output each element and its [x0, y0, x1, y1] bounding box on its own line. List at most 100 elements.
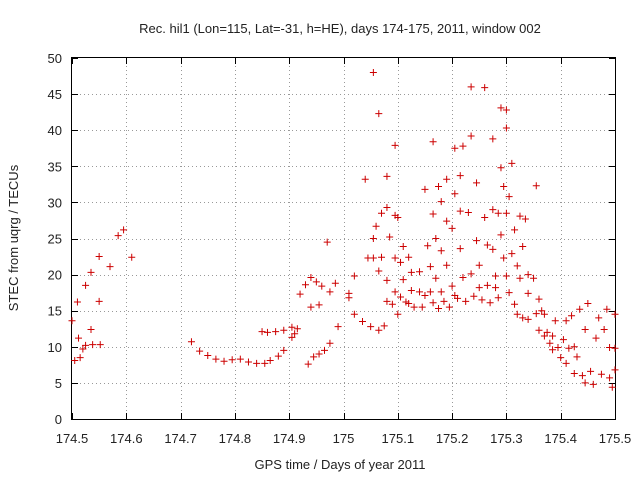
- data-point-plus: [87, 325, 95, 333]
- data-point-plus: [611, 366, 619, 374]
- data-point-plus: [307, 303, 315, 311]
- data-point-plus: [296, 290, 304, 298]
- data-point-plus: [483, 281, 491, 289]
- data-point-plus: [326, 339, 334, 347]
- data-point-plus: [606, 344, 614, 352]
- grid: [72, 58, 615, 419]
- data-point-plus: [386, 233, 394, 241]
- data-point-plus: [603, 305, 611, 313]
- data-point-plus: [361, 175, 369, 183]
- data-point-plus: [421, 185, 429, 193]
- plot-frame: [71, 57, 616, 420]
- data-point-plus: [440, 297, 448, 305]
- data-point-plus: [562, 317, 570, 325]
- data-point-plus: [467, 83, 475, 91]
- data-point-plus: [350, 272, 358, 280]
- data-point-plus: [451, 144, 459, 152]
- data-point-plus: [416, 288, 424, 296]
- data-point-plus: [383, 203, 391, 211]
- data-point-plus: [456, 172, 464, 180]
- y-tick-label: 35: [48, 159, 62, 174]
- data-point-plus: [405, 299, 413, 307]
- y-tick-label: 15: [48, 304, 62, 319]
- data-point-plus: [437, 288, 445, 296]
- data-point-plus: [513, 310, 521, 318]
- data-point-plus: [187, 338, 195, 346]
- data-point-plus: [391, 141, 399, 149]
- axis-ticks: 174.5 174.6 174.7 174.8 174.9 175 175.1 175.2 17…: [48, 51, 632, 446]
- data-point-plus: [540, 310, 548, 318]
- data-point-plus: [546, 339, 554, 347]
- data-point-plus: [508, 250, 516, 258]
- data-point-plus: [280, 346, 288, 354]
- data-point-plus: [95, 253, 103, 261]
- data-point-plus: [595, 314, 603, 322]
- data-point-plus: [89, 341, 97, 349]
- data-point-plus: [375, 267, 383, 275]
- data-point-plus: [497, 164, 505, 172]
- data-point-plus: [320, 346, 328, 354]
- data-point-plus: [475, 284, 483, 292]
- data-point-plus: [394, 214, 402, 222]
- data-point-plus: [76, 354, 84, 362]
- x-tick-label: 175.2: [436, 431, 469, 446]
- data-point-plus: [502, 106, 510, 114]
- data-point-plus: [391, 288, 399, 296]
- data-point-plus: [587, 367, 595, 375]
- data-point-plus: [369, 68, 377, 76]
- data-point-plus: [372, 222, 380, 230]
- data-point-plus: [435, 305, 443, 313]
- data-point-plus: [318, 282, 326, 290]
- data-point-plus: [397, 293, 405, 301]
- data-point-plus: [521, 215, 529, 223]
- data-point-plus: [291, 330, 299, 338]
- data-point-plus: [502, 272, 510, 280]
- data-point-plus: [611, 310, 619, 318]
- data-point-plus: [532, 182, 540, 190]
- data-point-plus: [429, 299, 437, 307]
- data-point-plus: [79, 345, 87, 353]
- data-point-plus: [82, 341, 90, 349]
- data-point-plus: [492, 284, 500, 292]
- data-point-plus: [473, 237, 481, 245]
- data-point-plus: [502, 124, 510, 132]
- data-point-plus: [464, 209, 472, 217]
- data-point-plus: [443, 261, 451, 269]
- data-point-plus: [445, 303, 453, 311]
- data-point-plus: [500, 183, 508, 191]
- data-point-plus: [274, 352, 282, 360]
- data-point-plus: [530, 274, 538, 282]
- data-point-plus: [497, 231, 505, 239]
- data-point-plus: [416, 268, 424, 276]
- data-point-plus: [120, 226, 128, 234]
- data-point-plus: [87, 268, 95, 276]
- data-point-plus: [315, 350, 323, 358]
- data-point-plus: [481, 84, 489, 92]
- data-point-plus: [481, 214, 489, 222]
- data-point-plus: [383, 172, 391, 180]
- data-point-plus: [301, 281, 309, 289]
- data-point-plus: [581, 379, 589, 387]
- data-point-plus: [443, 175, 451, 183]
- data-point-plus: [576, 305, 584, 313]
- data-point-plus: [437, 198, 445, 206]
- data-point-plus: [549, 346, 557, 354]
- data-point-plus: [369, 235, 377, 242]
- data-point-plus: [378, 209, 386, 217]
- data-point-plus: [524, 271, 532, 279]
- data-point-plus: [212, 355, 220, 363]
- data-point-plus: [304, 360, 312, 368]
- data-point-plus: [475, 261, 483, 269]
- data-point-plus: [511, 300, 519, 308]
- data-point-plus: [511, 226, 519, 234]
- x-tick-label: 174.9: [273, 431, 306, 446]
- data-point-plus: [380, 322, 388, 330]
- y-tick-label: 40: [48, 123, 62, 138]
- data-point-plus: [307, 273, 315, 281]
- data-point-plus: [95, 297, 103, 305]
- y-tick-label: 10: [48, 340, 62, 355]
- data-point-plus: [128, 253, 136, 261]
- x-tick-label: 175.4: [544, 431, 577, 446]
- data-point-plus: [486, 299, 494, 307]
- data-point-plus: [244, 358, 252, 366]
